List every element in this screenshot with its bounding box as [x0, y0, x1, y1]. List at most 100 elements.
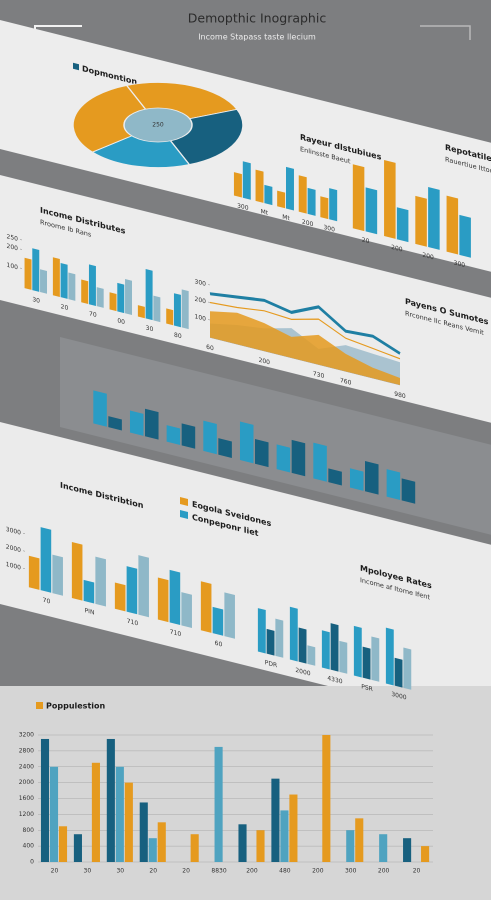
x-tick-label: 4330	[327, 675, 342, 686]
page-subtitle: Income Stapass taste llecium	[198, 33, 316, 42]
bar	[40, 738, 50, 862]
x-tick-label: 760	[340, 377, 352, 387]
bar	[129, 410, 144, 436]
x-tick-label: 200	[391, 244, 403, 254]
bar	[49, 766, 59, 862]
bar	[346, 830, 355, 862]
bar	[212, 606, 224, 636]
bar	[117, 282, 125, 314]
bar	[415, 195, 427, 247]
line	[209, 292, 401, 355]
bar	[459, 214, 471, 258]
bar	[190, 834, 199, 862]
bar	[58, 826, 68, 862]
bar	[28, 555, 40, 590]
x-tick-label: 20	[61, 303, 69, 312]
bar	[233, 172, 242, 198]
bar	[277, 190, 286, 209]
legend-swatch	[180, 510, 188, 519]
panel	[60, 337, 491, 535]
bar	[307, 187, 316, 216]
bar	[329, 188, 338, 222]
tick-mark	[208, 301, 210, 303]
bar	[153, 295, 161, 323]
x-tick-label: 70	[89, 310, 97, 319]
x-tick-label: Mt	[261, 208, 269, 217]
y-tick-label: 2000	[6, 543, 21, 554]
bar	[291, 439, 306, 477]
bar	[166, 425, 181, 446]
bar	[403, 647, 412, 690]
bar	[328, 468, 342, 486]
bar	[145, 269, 153, 321]
y-tick-label: 800	[23, 827, 35, 834]
bar	[40, 269, 48, 294]
x-tick-label: 70	[43, 597, 51, 606]
x-tick-label: PSR	[361, 683, 373, 693]
pie-hole	[123, 107, 193, 143]
x-tick-label: 300	[237, 202, 249, 212]
bar	[365, 461, 379, 495]
bar	[157, 822, 166, 862]
chart-title: Poppulestion	[46, 702, 106, 711]
bar-chart: Poppulestion 0 400 800 1200 1600 2000 2400 2800 3…	[19, 702, 433, 875]
bar	[148, 838, 157, 862]
bar	[428, 187, 440, 250]
bar	[93, 390, 107, 427]
bar	[81, 279, 89, 305]
x-tick-label: 200	[422, 252, 434, 262]
bar	[394, 657, 403, 688]
title-marker	[36, 702, 43, 709]
x-tick-label: 730	[313, 370, 325, 380]
bar	[355, 818, 364, 862]
bar	[137, 305, 145, 319]
bar	[125, 279, 133, 316]
bar	[276, 444, 291, 473]
x-tick-label: 30	[84, 868, 92, 875]
bar	[52, 257, 60, 297]
bar	[379, 834, 388, 862]
bar	[73, 834, 82, 862]
bar	[330, 623, 339, 672]
x-tick-label: 300	[323, 224, 335, 234]
bar	[224, 592, 235, 639]
bar	[166, 308, 174, 326]
bar	[203, 420, 217, 455]
panel	[0, 686, 491, 900]
bar	[266, 628, 275, 656]
bar	[307, 645, 316, 666]
x-tick-label: 60	[206, 344, 214, 353]
bar	[52, 554, 63, 596]
bar	[255, 169, 264, 203]
bar	[298, 627, 307, 664]
bar	[320, 196, 329, 220]
bar	[124, 782, 133, 862]
bar	[396, 207, 409, 243]
bar	[313, 442, 327, 482]
bar	[298, 175, 307, 214]
area	[210, 311, 400, 385]
bar	[109, 292, 117, 312]
x-tick-label: 2000	[295, 667, 310, 678]
bar	[275, 618, 284, 658]
tick-mark	[23, 550, 25, 552]
x-tick-label: 3000	[391, 691, 406, 702]
bar	[280, 810, 289, 862]
line	[209, 301, 401, 360]
tick-mark	[208, 284, 210, 286]
legend-swatch	[180, 497, 188, 506]
x-tick-label: 200	[246, 868, 258, 875]
bar	[353, 625, 362, 678]
x-tick-label: 30	[32, 296, 40, 305]
y-tick-label: 2000	[19, 779, 34, 786]
tick-mark	[20, 267, 22, 269]
bar-chart	[93, 390, 416, 504]
x-tick-label: 20	[149, 868, 157, 875]
bar	[403, 838, 412, 862]
bar	[239, 421, 254, 464]
bar	[71, 541, 83, 601]
x-tick-label: 200	[259, 357, 271, 367]
x-tick-label: PIN	[85, 607, 95, 616]
tick-mark	[208, 319, 210, 321]
